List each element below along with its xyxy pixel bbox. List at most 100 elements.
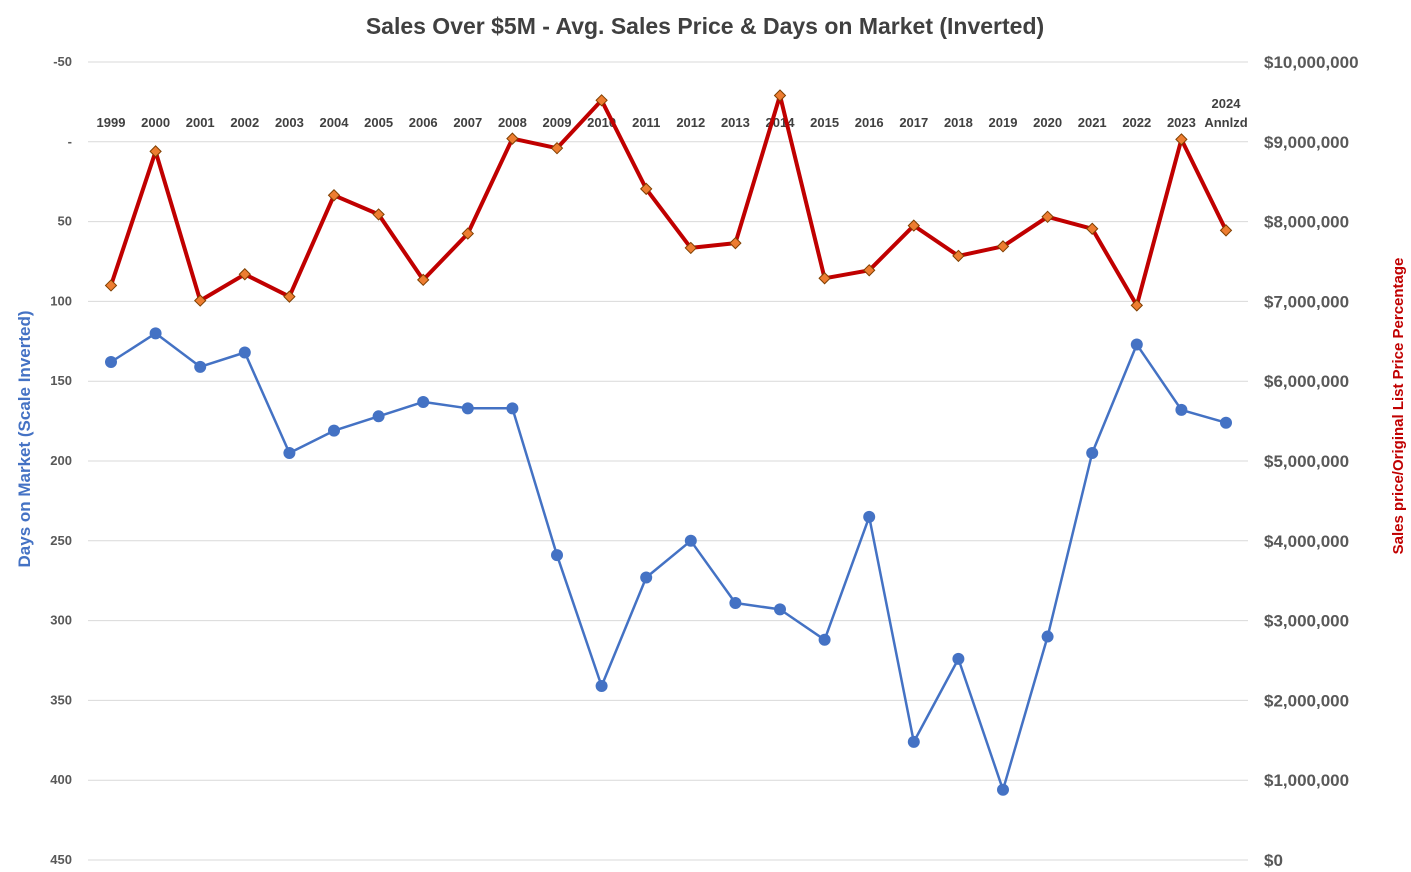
sales-price-point (1085, 222, 1099, 235)
category-label: 2023 (1167, 115, 1196, 130)
days-on-market-point (997, 783, 1009, 796)
sales-price-point (639, 182, 653, 196)
days-on-market-point (640, 571, 653, 584)
right-tick-label: $7,000,000 (1264, 292, 1349, 311)
sales-price-point (283, 290, 296, 303)
left-tick-label: 300 (50, 613, 72, 628)
category-label: 2007 (453, 115, 482, 130)
sales-price-point (729, 236, 742, 250)
left-axis-title: Days on Market (Scale Inverted) (15, 311, 34, 568)
category-labels: 1999 2000 2001 2002 2003 2004 2005 2006 2007 2008… (97, 96, 1248, 130)
category-label: 2020 (1033, 115, 1062, 130)
sales-price-point (996, 240, 1010, 253)
right-tick-label: $2,000,000 (1264, 691, 1349, 710)
sales-price-point (1175, 133, 1188, 146)
sales-price-point (149, 145, 162, 158)
sales-price-point (862, 264, 876, 277)
category-label: 2019 (989, 115, 1018, 130)
gridlines (88, 61, 1248, 861)
days-on-market-point (328, 424, 340, 437)
days-on-market-point (595, 680, 608, 693)
category-label: 2001 (186, 115, 215, 130)
category-label: 2022 (1122, 115, 1151, 130)
sales-price-point (193, 294, 207, 307)
category-label: 2016 (855, 115, 884, 130)
category-label: 1999 (97, 115, 126, 130)
sales-price-line (109, 93, 1228, 308)
category-label: 2004 (320, 115, 350, 130)
days-on-market-point (952, 652, 965, 665)
left-tick-label: 200 (50, 453, 72, 468)
days-on-market-point (283, 447, 296, 460)
left-tick-label: 400 (50, 772, 72, 787)
left-tick-label: 450 (50, 852, 72, 867)
right-tick-label: $1,000,000 (1264, 771, 1349, 790)
sales-price-point (952, 249, 965, 263)
right-tick-label: $3,000,000 (1264, 612, 1349, 631)
right-tick-label: $6,000,000 (1264, 372, 1349, 391)
days-on-market-point (417, 395, 430, 408)
category-label: 2009 (543, 115, 572, 130)
category-label: 2002 (230, 115, 259, 130)
sales-price-point (773, 89, 787, 102)
sales-price-point (372, 208, 385, 221)
category-label: 2017 (899, 115, 928, 130)
sales-price-point (684, 241, 698, 255)
category-label: 2005 (364, 115, 393, 130)
days-on-market-point (729, 597, 742, 610)
chart-title: Sales Over $5M - Avg. Sales Price & Days… (366, 13, 1044, 39)
right-tick-label: $5,000,000 (1264, 452, 1349, 471)
category-label: 2006 (409, 115, 438, 130)
category-label: 2024 (1212, 96, 1242, 111)
sales-price-point (238, 268, 252, 281)
left-tick-label: 350 (50, 692, 72, 707)
left-tick-label: 50 (58, 214, 72, 229)
category-label: 2018 (944, 115, 973, 130)
days-on-market-point (238, 346, 251, 359)
right-axis-ticks: $0 $1,000,000 $2,000,000 $3,000,000 $4,000,0… (1264, 53, 1359, 870)
sales-price-point (506, 132, 519, 145)
category-label: 2012 (676, 115, 705, 130)
days-on-market-point (1130, 338, 1143, 351)
sales-price-point (327, 189, 341, 202)
days-on-market-point (372, 410, 385, 423)
days-on-market-point (194, 360, 207, 373)
sales-price-point (550, 141, 564, 155)
right-tick-label: $0 (1264, 851, 1283, 870)
sales-price-point (1219, 224, 1233, 237)
days-on-market-point (105, 356, 117, 369)
days-on-market-point (863, 510, 876, 523)
category-label: 2008 (498, 115, 527, 130)
days-on-market-point (684, 534, 697, 547)
sales-price-point (907, 219, 921, 232)
left-tick-label: 250 (50, 533, 72, 548)
days-on-market-point (506, 402, 519, 415)
days-on-market-point (1041, 630, 1054, 643)
sales-price-point (104, 279, 118, 292)
category-label: 2000 (141, 115, 170, 130)
days-on-market-point (774, 603, 786, 616)
category-label: 2021 (1078, 115, 1107, 130)
days-on-market-point (149, 327, 162, 340)
days-on-market-point (818, 633, 831, 646)
series-layer (104, 89, 1233, 796)
days-on-market-point (461, 402, 474, 415)
category-label: 2011 (632, 115, 660, 130)
right-tick-label: $4,000,000 (1264, 532, 1349, 551)
category-label: Annlzd (1204, 115, 1247, 130)
days-on-market-point (1220, 416, 1232, 429)
sales-price-point (416, 273, 430, 287)
left-tick-label: - (68, 134, 72, 149)
days-on-market-point (551, 549, 563, 562)
sales-price-point (818, 272, 831, 285)
days-on-market-point (1175, 403, 1188, 416)
category-label: 2003 (275, 115, 304, 130)
category-label: 2015 (810, 115, 839, 130)
sales-price-point (1041, 210, 1054, 224)
left-tick-label: 150 (50, 373, 72, 388)
right-tick-label: $8,000,000 (1264, 213, 1349, 232)
left-tick-label: -50 (53, 54, 72, 69)
